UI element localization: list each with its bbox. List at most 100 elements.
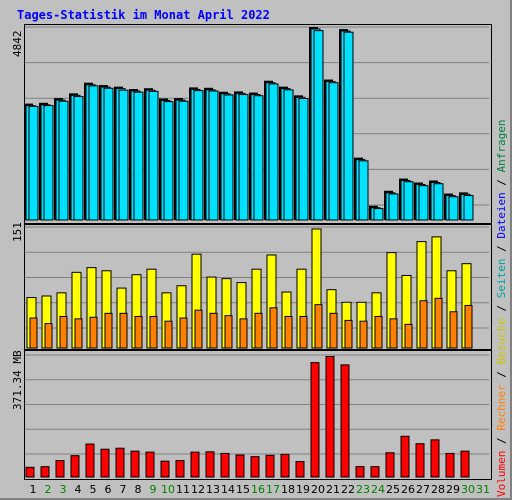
bar-dateien — [403, 181, 414, 221]
bar-volumen — [400, 435, 410, 478]
chart-title: Tages-Statistik im Monat April 2022 — [17, 8, 270, 22]
bar-volumen — [130, 450, 140, 478]
day-label: 17 — [266, 483, 280, 496]
day-label: 20 — [311, 483, 325, 496]
bar-dateien — [253, 95, 264, 221]
bar-volumen — [175, 460, 185, 478]
bar-rechner — [194, 309, 203, 349]
day-label: 22 — [341, 483, 355, 496]
bar-dateien — [223, 94, 234, 221]
bar-dateien — [103, 87, 114, 221]
day-label: 30 — [461, 483, 475, 496]
legend-sep: / — [495, 430, 508, 451]
bar-volumen — [235, 454, 245, 478]
bar-volumen — [250, 456, 260, 478]
bar-rechner — [44, 323, 53, 349]
day-label: 3 — [59, 483, 67, 496]
bar-dateien — [43, 105, 54, 221]
bar-rechner — [134, 315, 143, 349]
bar-dateien — [373, 208, 384, 221]
bar-volumen — [385, 452, 395, 478]
legend-volumen: Volumen — [495, 450, 508, 497]
day-label: 6 — [104, 483, 112, 496]
bar-dateien — [448, 196, 459, 221]
day-label: 24 — [371, 483, 385, 496]
bar-volumen — [310, 362, 320, 478]
bar-dateien — [358, 160, 369, 221]
day-label: 11 — [176, 483, 190, 496]
bar-rechner — [404, 323, 413, 349]
day-label: 2 — [44, 483, 52, 496]
bar-rechner — [269, 307, 278, 349]
bar-dateien — [283, 89, 294, 221]
day-label: 8 — [134, 483, 142, 496]
bar-rechner — [164, 320, 173, 349]
day-label: 31 — [476, 483, 490, 496]
bar-dateien — [58, 100, 69, 221]
bar-volumen — [145, 451, 155, 478]
day-label: 10 — [161, 483, 175, 496]
bar-dateien — [133, 91, 144, 221]
bar-rechner — [179, 317, 188, 349]
bar-volumen — [295, 460, 305, 478]
day-label: 9 — [149, 483, 157, 496]
day-label: 18 — [281, 483, 295, 496]
legend-sep: / — [495, 298, 508, 319]
legend-sep: / — [495, 364, 508, 385]
bar-volumen — [340, 364, 350, 478]
day-label: 1 — [29, 483, 37, 496]
bar-rechner — [149, 315, 158, 349]
bar-rechner — [284, 315, 293, 349]
day-label: 27 — [416, 483, 430, 496]
legend-dateien: Dateien — [495, 192, 508, 239]
bar-rechner — [314, 304, 323, 349]
bar-volumen — [280, 453, 290, 478]
legend-besuche: Besuche — [495, 318, 508, 365]
bar-volumen — [40, 466, 50, 478]
bar-dateien — [118, 89, 129, 221]
day-label: 26 — [401, 483, 415, 496]
bar-volumen — [415, 443, 425, 478]
bar-rechner — [464, 304, 473, 349]
bar-rechner — [449, 311, 458, 349]
bar-volumen — [460, 450, 470, 478]
bar-rechner — [299, 315, 308, 349]
bar-dateien — [208, 90, 219, 221]
bar-dateien — [163, 101, 174, 221]
bar-dateien — [268, 83, 279, 221]
day-label: 16 — [251, 483, 265, 496]
bar-dateien — [433, 183, 444, 221]
day-label: 29 — [446, 483, 460, 496]
bar-rechner — [59, 315, 68, 349]
bar-dateien — [313, 30, 324, 221]
bar-rechner — [239, 318, 248, 349]
bar-dateien — [148, 90, 159, 221]
bar-rechner — [209, 312, 218, 349]
legend-anfragen: Anfragen — [495, 119, 508, 173]
bar-dateien — [73, 96, 84, 221]
bar-rechner — [119, 312, 128, 349]
bar-dateien — [343, 31, 354, 221]
bar-rechner — [224, 315, 233, 349]
bar-volumen — [355, 466, 365, 478]
day-label: 7 — [119, 483, 127, 496]
bar-rechner — [344, 319, 353, 349]
bar-rechner — [29, 317, 38, 349]
bar-dateien — [88, 85, 99, 221]
bar-volumen — [370, 466, 380, 478]
bar-rechner — [389, 318, 398, 349]
day-label: 19 — [296, 483, 310, 496]
day-label: 5 — [89, 483, 97, 496]
bar-dateien — [28, 105, 39, 221]
day-label: 21 — [326, 483, 340, 496]
day-label: 14 — [221, 483, 235, 496]
bar-volumen — [85, 443, 95, 478]
day-label: 25 — [386, 483, 400, 496]
bar-dateien — [178, 100, 189, 221]
day-label: 23 — [356, 483, 370, 496]
bar-dateien — [388, 193, 399, 221]
day-label: 28 — [431, 483, 445, 496]
bar-volumen — [25, 466, 35, 478]
